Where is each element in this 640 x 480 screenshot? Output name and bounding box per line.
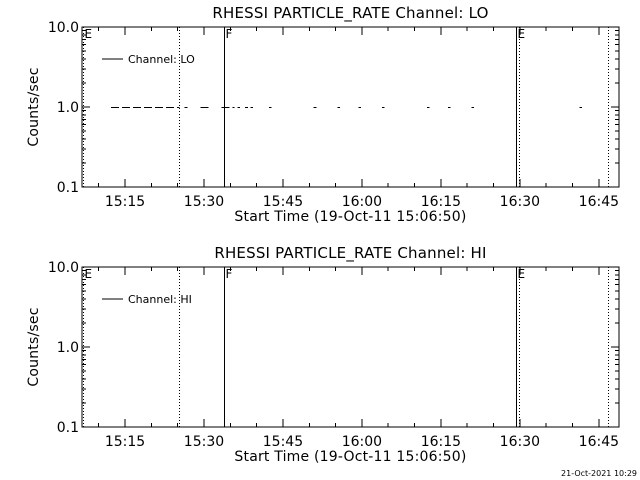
panel-2-x-tick-label: 15:15: [105, 434, 145, 450]
panel-1-y-tick-label: 0.1: [57, 180, 79, 196]
panel-1-event-marker-label: E: [518, 27, 526, 41]
panel-2-y-tick-label: 0.1: [57, 420, 79, 436]
panel-2-event-marker-label: F: [226, 267, 233, 281]
panel-2-x-tick-label: 15:30: [184, 434, 224, 450]
panel-2-event-marker-label: E: [85, 267, 93, 281]
panel-2-x-tick-label: 15:45: [263, 434, 303, 450]
panel-1-x-tick-label: 15:45: [263, 194, 303, 210]
panel-1-x-tick-label: 16:15: [421, 194, 461, 210]
panel-2-x-tick-label: 16:00: [342, 434, 382, 450]
panel-2-x-axis-label: Start Time (19-Oct-11 15:06:50): [234, 449, 466, 465]
panel-2-y-tick-label: 1.0: [57, 340, 79, 356]
panel-1-y-tick-label: 1.0: [57, 100, 79, 116]
panel-1-y-tick-label: 10.0: [48, 20, 79, 36]
panel-2-y-tick-label: 10.0: [48, 260, 79, 276]
panel-2-title: RHESSI PARTICLE_RATE Channel: HI: [214, 244, 486, 263]
panel-2-x-tick-label: 16:15: [421, 434, 461, 450]
panel-1-event-marker-label: E: [85, 27, 93, 41]
panel-2-y-axis-label: Counts/sec: [26, 307, 42, 386]
panel-1-x-tick-label: 16:00: [342, 194, 382, 210]
panel-1-event-marker-label: F: [226, 27, 233, 41]
footer-timestamp: 21-Oct-2021 10:29: [561, 469, 637, 478]
panel-1-legend-label: Channel: LO: [128, 53, 195, 66]
panel-1-x-axis-label: Start Time (19-Oct-11 15:06:50): [234, 209, 466, 225]
panel-1-title: RHESSI PARTICLE_RATE Channel: LO: [212, 4, 488, 23]
panel-1-x-tick-label: 16:45: [579, 194, 619, 210]
panel-1-y-axis-label: Counts/sec: [26, 67, 42, 146]
panel-1-x-tick-label: 15:15: [105, 194, 145, 210]
panel-2-legend-label: Channel: HI: [128, 293, 192, 306]
panel-2-x-tick-label: 16:45: [579, 434, 619, 450]
panel-1-x-tick-label: 16:30: [500, 194, 540, 210]
panel-2-axes-frame: [81, 266, 620, 428]
panel-1-x-tick-label: 15:30: [184, 194, 224, 210]
panel-2-event-marker-label: E: [518, 267, 526, 281]
panel-2-x-tick-label: 16:30: [500, 434, 540, 450]
